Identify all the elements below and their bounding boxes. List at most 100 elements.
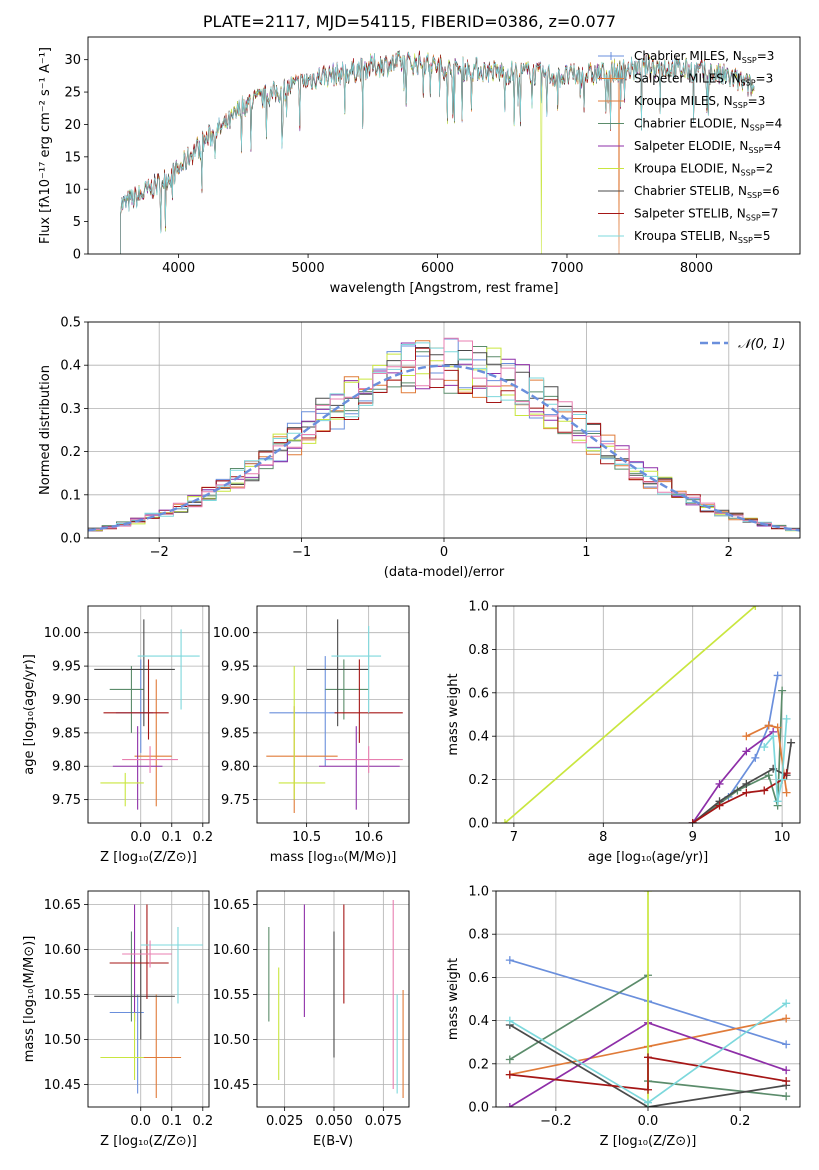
mass_weight_vs_z-ytick-label: 0.8 — [468, 928, 489, 943]
residuals-xtick-label: 2 — [725, 545, 733, 560]
spectrum-xtick-label: 4000 — [162, 261, 195, 276]
mass_weight_vs_z-point-marker — [644, 1053, 652, 1062]
mass_weight_vs_z-ylabel: mass weight — [446, 958, 461, 1040]
mass_vs_ebv-plot-area — [268, 900, 404, 1098]
spectrum-xtick-label: 8000 — [680, 261, 713, 276]
mass_vs_z-ytick-label: 10.60 — [44, 943, 81, 958]
mass_vs_z-xlabel: Z [log₁₀(Z/Z⊙)] — [100, 1134, 197, 1149]
residuals-ytick-label: 0.1 — [60, 488, 81, 503]
mass_weight_vs_z-ytick-label: 0.2 — [468, 1057, 489, 1072]
mass_weight_vs_age-ylabel: mass weight — [446, 673, 461, 755]
age_vs_mass-ytick-label: 9.95 — [221, 660, 250, 675]
age_vs_mass-ytick-label: 9.80 — [221, 760, 250, 775]
mass_weight_vs_z-point-marker — [644, 891, 652, 895]
legend-entry: Chabrier ELODIE, NSSP=4 — [634, 117, 782, 133]
mass_vs_ebv-xlabel: E(B-V) — [313, 1134, 353, 1149]
mass_weight_vs_z-point-marker — [644, 1085, 652, 1094]
legend-entry: Kroupa ELODIE, NSSP=2 — [634, 162, 773, 178]
residuals-xlabel: (data-model)/error — [384, 565, 505, 580]
mass_weight_vs_age-series-line — [746, 724, 788, 793]
mass_weight_vs_z-xtick-label: 0.2 — [730, 1114, 751, 1129]
mass_weight_vs_age-series-line — [504, 606, 756, 823]
mass_weight_vs_age-point-marker — [751, 606, 760, 610]
mass_weight_vs_age-point-marker — [742, 788, 751, 797]
mass_weight_vs_z-point-marker — [782, 1066, 791, 1075]
mass_vs_z-ytick-label: 10.50 — [44, 1033, 81, 1048]
mass_weight_vs_z-panel: −0.2 0.0 0.2 0.0 0.2 0.4 0.6 0.8 1.0 Z [log₁₀(Z/Z… — [446, 885, 801, 1149]
mass_weight_vs_z-series-line — [509, 1056, 787, 1091]
spectrum-xtick-label: 7000 — [550, 261, 583, 276]
age_vs_mass-frame — [256, 605, 410, 824]
mass_weight_vs_age-xlabel: age [log₁₀(age/yr)] — [588, 850, 709, 865]
mass_weight_vs_age-point-marker — [782, 714, 791, 723]
mass_weight_vs_age-ytick-label: 0.2 — [468, 773, 489, 788]
mass_vs_ebv-ytick-label: 10.60 — [213, 943, 250, 958]
mass_weight_vs_age-point-marker — [769, 732, 778, 741]
mass_weight_vs_z-point-marker — [644, 1098, 652, 1107]
mass_weight_vs_age-point-marker — [688, 819, 697, 823]
spectrum-xlabel: wavelength [Angstrom, rest frame] — [330, 281, 559, 296]
mass_vs_z-ytick-label: 10.45 — [44, 1078, 81, 1093]
mass_weight_vs_z-frame — [495, 890, 801, 1108]
mass_weight_vs_age-point-marker — [760, 786, 769, 795]
mass_weight_vs_z-xtick-label: 0.0 — [638, 1114, 659, 1129]
figure-title: PLATE=2117, MJD=54115, FIBERID=0386, z=0… — [202, 12, 617, 31]
mass_weight_vs_z-plot-area — [505, 891, 791, 1107]
legend-entry: Salpeter STELIB, NSSP=7 — [634, 207, 778, 223]
legend-entry: 𝒩(0, 1) — [738, 337, 785, 352]
spectrum-ytick-label: 10 — [64, 183, 81, 198]
age_vs_mass-panel: 10.5 10.6 9.75 9.80 9.85 9.90 9.95 10.00 mass [l… — [213, 605, 410, 865]
mass_weight_vs_age-frame — [495, 605, 801, 824]
mass_vs_z-panel: 0.0 0.1 0.2 10.45 10.50 10.55 10.60 10.65 Z [log… — [22, 890, 213, 1149]
age_vs_mass-ytick-label: 9.90 — [221, 693, 250, 708]
mass_weight_vs_z-ytick-label: 1.0 — [468, 885, 489, 900]
age_vs_z-xtick-label: 0.1 — [161, 830, 182, 845]
mass_weight_vs_z-point-marker — [782, 1014, 791, 1023]
mass_weight_vs_age-point-marker — [760, 743, 769, 752]
mass_vs_ebv-frame — [256, 890, 410, 1108]
residuals-ytick-label: 0.5 — [60, 316, 81, 331]
mass_weight_vs_age-ytick-label: 0.0 — [468, 817, 489, 832]
mass_weight_vs_z-point-marker — [505, 1070, 514, 1079]
mass_vs_z-ylabel: mass [log₁₀(M/M⊙)] — [22, 936, 37, 1063]
residuals-ytick-label: 0.4 — [60, 359, 81, 374]
mass_weight_vs_z-point-marker — [505, 956, 514, 965]
mass_weight_vs_age-xtick-label: 7 — [510, 830, 518, 845]
mass_weight_vs_age-point-marker — [715, 779, 724, 788]
mass_weight_vs_age-ytick-label: 0.6 — [468, 686, 489, 701]
age_vs_mass-xtick-label: 10.5 — [292, 830, 321, 845]
age_vs_mass-ytick-label: 10.00 — [213, 626, 250, 641]
residuals-xtick-label: 1 — [582, 545, 590, 560]
mass_weight_vs_z-point-marker — [505, 1103, 514, 1107]
mass_weight_vs_age-point-marker — [742, 779, 751, 788]
mass_weight_vs_z-xlabel: Z [log₁₀(Z/Z⊙)] — [600, 1134, 697, 1149]
residuals-xtick-label: 0 — [440, 545, 448, 560]
spectrum-panel: 4000 5000 6000 7000 8000 0 5 10 15 20 25 30 waveleng… — [38, 36, 801, 296]
age_vs_z-panel: 0.0 0.1 0.2 9.75 9.80 9.85 9.90 9.95 10.00 Z [log… — [22, 605, 213, 865]
residuals-xtick-label: −1 — [292, 545, 311, 560]
mass_vs_z-plot-area — [94, 904, 203, 1098]
mass_vs_z-xtick-label: 0.1 — [161, 1114, 182, 1129]
residuals-plot-area — [88, 337, 800, 533]
residual-histogram-series — [88, 337, 800, 532]
residuals-panel: −2 −1 0 1 2 0.0 0.1 0.2 0.3 0.4 0.5 (data-model)/er… — [38, 316, 801, 580]
mass_weight_vs_age-point-marker — [782, 788, 791, 797]
age_vs_z-ytick-label: 9.90 — [52, 693, 81, 708]
spectrum-xtick-label: 6000 — [421, 261, 454, 276]
spectrum-ytick-label: 25 — [64, 86, 81, 101]
residuals-ytick-label: 0.3 — [60, 402, 81, 417]
mass_vs_z-ytick-label: 10.55 — [44, 988, 81, 1003]
legend-entry: Salpeter ELODIE, NSSP=4 — [634, 139, 781, 155]
mass_weight_vs_age-point-marker — [787, 738, 796, 747]
age_vs_z-ytick-label: 9.85 — [52, 726, 81, 741]
age_vs_z-frame — [87, 605, 210, 824]
spectrum-ytick-label: 20 — [64, 118, 81, 133]
residuals-ytick-label: 0.0 — [60, 532, 81, 547]
age_vs_z-ytick-label: 9.75 — [52, 793, 81, 808]
legend-entry: Salpeter MILES, NSSP=3 — [634, 72, 773, 88]
mass_weight_vs_z-series-line — [509, 1024, 787, 1107]
mass_weight_vs_z-xtick-label: −0.2 — [540, 1114, 572, 1129]
mass_weight_vs_z-ytick-label: 0.4 — [468, 1014, 489, 1029]
legend-entry: Chabrier MILES, NSSP=3 — [634, 49, 774, 65]
